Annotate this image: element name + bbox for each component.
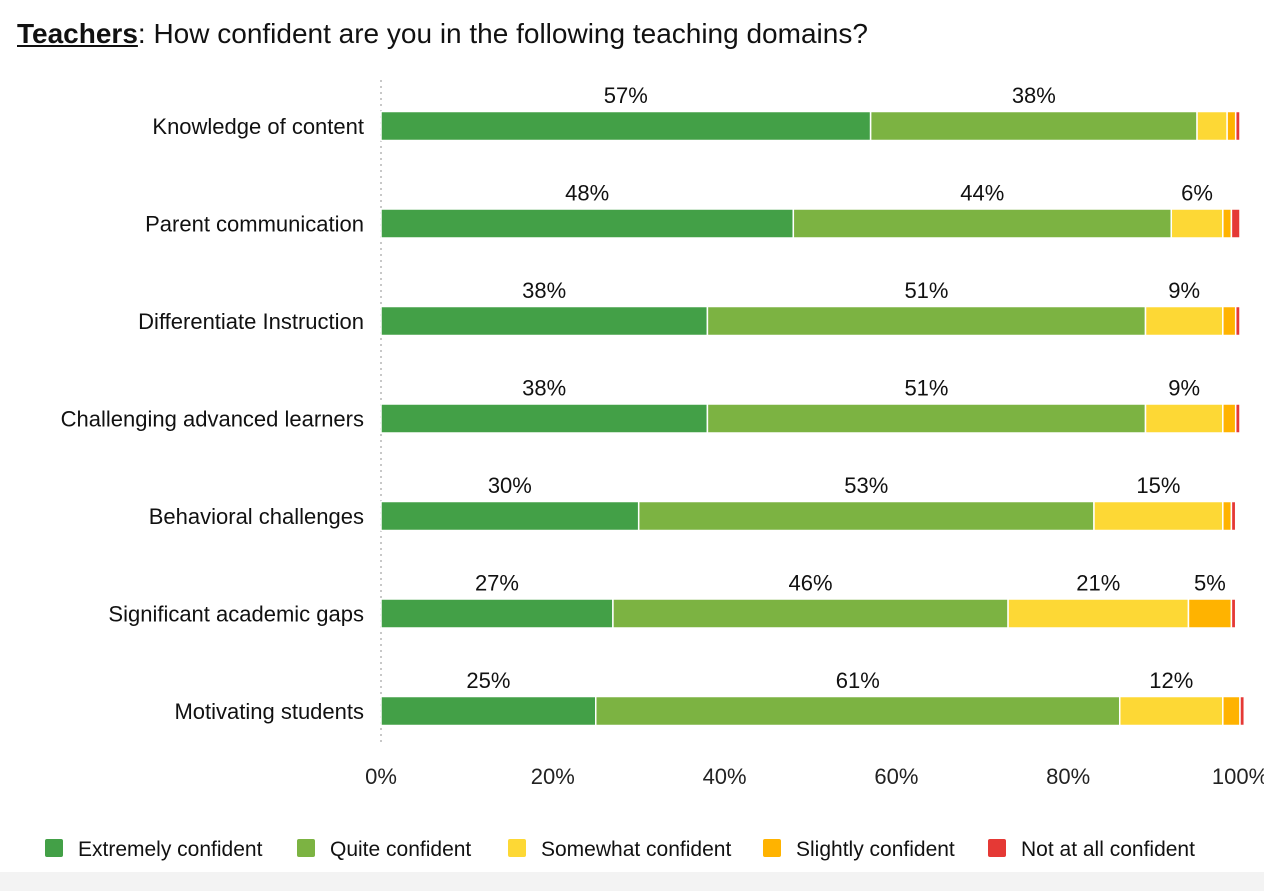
bar-segment (1222, 305, 1237, 337)
category-label: Challenging advanced learners (61, 407, 364, 432)
data-label: 5% (1194, 571, 1226, 596)
chart-title: Teachers: How confident are you in the f… (17, 16, 868, 52)
bar-segment (869, 110, 1198, 142)
data-label: 53% (844, 473, 888, 498)
legend-swatch (45, 839, 63, 857)
bar-segment (1222, 208, 1233, 239)
x-tick-label: 0% (365, 764, 397, 789)
bar-segment (380, 695, 597, 727)
bar-segment (1234, 305, 1241, 337)
data-label: 21% (1076, 571, 1120, 596)
bar-segment (706, 305, 1147, 337)
data-label: 12% (1149, 668, 1193, 693)
bar-segment (1187, 598, 1233, 629)
bar-segment (1230, 598, 1237, 629)
x-tick-label: 20% (531, 764, 575, 789)
data-label: 51% (904, 278, 948, 303)
chart-title-prefix: Teachers (17, 18, 138, 49)
bar-segment (1239, 695, 1246, 727)
legend-label: Somewhat confident (541, 838, 731, 861)
bar-segment (1226, 110, 1237, 142)
bar-segment (1118, 695, 1224, 727)
bottom-band (0, 872, 1264, 891)
bar-segment (380, 403, 709, 434)
legend-swatch (508, 839, 526, 857)
bar-segment (380, 598, 614, 629)
data-label: 46% (788, 571, 832, 596)
data-label: 38% (1012, 83, 1056, 108)
bar-segment (1196, 110, 1228, 142)
bar-segment (637, 500, 1095, 532)
legend-label: Quite confident (330, 838, 471, 861)
legend-label: Slightly confident (796, 838, 955, 861)
bar-segment (595, 695, 1121, 727)
bar-segment (1234, 110, 1241, 142)
bar-segment (1093, 500, 1224, 532)
data-label: 44% (960, 181, 1004, 206)
x-tick-label: 60% (874, 764, 918, 789)
bar-segment (380, 110, 872, 142)
data-label: 51% (904, 376, 948, 401)
bar-segment (380, 500, 640, 532)
x-tick-label: 100% (1212, 764, 1264, 789)
x-tick-label: 80% (1046, 764, 1090, 789)
bar-segment (1170, 208, 1224, 239)
bar-segment (380, 305, 709, 337)
bar-segment (706, 403, 1147, 434)
bar-segment (612, 598, 1009, 629)
labels-layer: Knowledge of content 57% 38% Parent communi… (61, 83, 1226, 724)
bar-segment (1234, 403, 1241, 434)
data-label: 27% (475, 571, 519, 596)
category-label: Significant academic gaps (108, 602, 364, 627)
data-label: 38% (522, 278, 566, 303)
bar-segment (1222, 695, 1241, 727)
data-label: 6% (1181, 181, 1213, 206)
bar-segment (1222, 500, 1233, 532)
category-label: Motivating students (174, 699, 364, 724)
bars-layer (380, 110, 1246, 727)
category-label: Knowledge of content (152, 114, 364, 139)
data-label: 15% (1136, 473, 1180, 498)
bar-segment (1144, 305, 1224, 337)
x-tick-label: 40% (703, 764, 747, 789)
data-label: 38% (522, 376, 566, 401)
data-label: 48% (565, 181, 609, 206)
bar-segment (380, 208, 795, 239)
bar-segment (1007, 598, 1190, 629)
bar-segment (1144, 403, 1224, 434)
bar-segment (792, 208, 1173, 239)
category-label: Behavioral challenges (149, 504, 364, 529)
legend-swatch (763, 839, 781, 857)
bar-segment (1222, 403, 1237, 434)
data-label: 30% (488, 473, 532, 498)
category-label: Differentiate Instruction (138, 309, 364, 334)
legend-label: Not at all confident (1021, 838, 1195, 861)
bar-segment (1230, 208, 1241, 239)
legend-label: Extremely confident (78, 838, 263, 861)
bar-segment (1230, 500, 1237, 532)
data-label: 57% (604, 83, 648, 108)
legend-swatch (297, 839, 315, 857)
legend-swatch (988, 839, 1006, 857)
data-label: 9% (1168, 376, 1200, 401)
category-label: Parent communication (145, 212, 364, 237)
data-label: 61% (836, 668, 880, 693)
data-label: 9% (1168, 278, 1200, 303)
legend: Extremely confident Quite confident Somewh… (45, 838, 1195, 861)
axis-layer: 0% 20% 40% 60% 80% 100% (365, 80, 1264, 789)
chart-title-question: : How confident are you in the following… (137, 18, 868, 49)
data-label: 25% (466, 668, 510, 693)
